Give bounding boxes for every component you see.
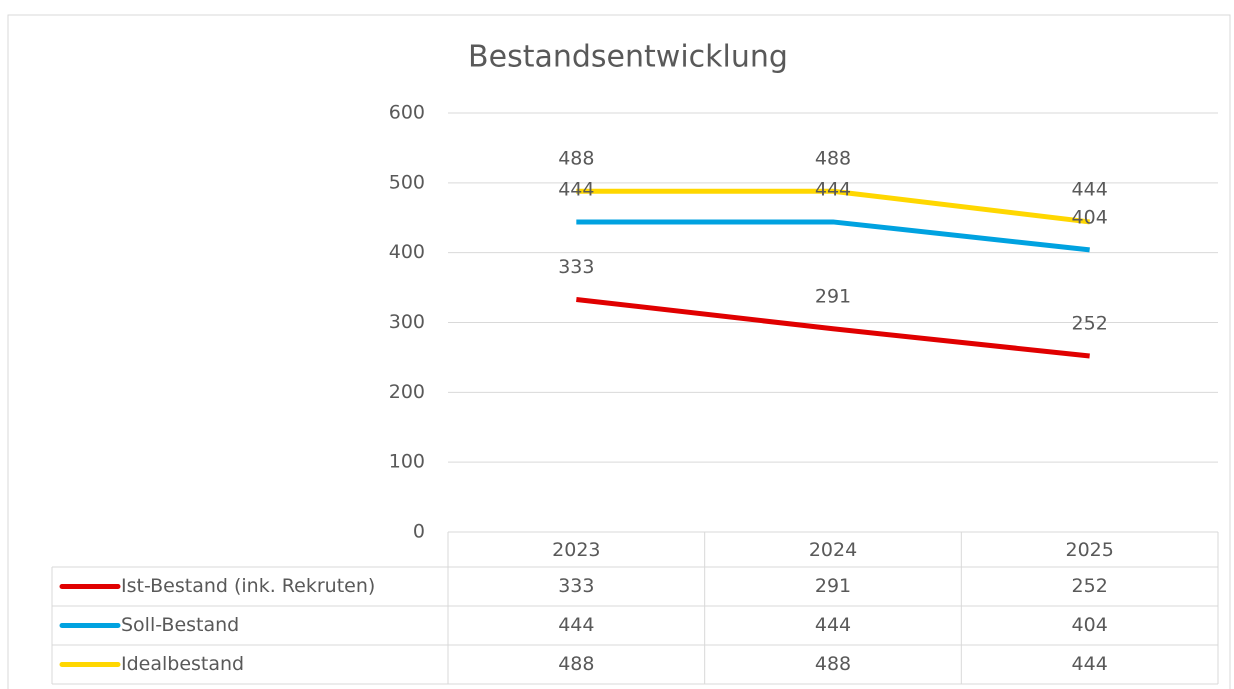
legend-label: Idealbestand [121, 653, 244, 675]
y-tick-label: 0 [413, 521, 425, 543]
x-tick-label: 2025 [1065, 539, 1113, 561]
series-line [576, 219, 1090, 253]
data-label: 291 [815, 285, 851, 307]
series-line [576, 188, 1090, 225]
y-tick-label: 300 [389, 311, 425, 333]
x-tick-label: 2023 [552, 539, 600, 561]
y-tick-label: 400 [389, 241, 425, 263]
table-cell: 488 [558, 653, 594, 675]
y-tick-label: 200 [389, 381, 425, 403]
series-line [576, 296, 1090, 359]
data-label: 333 [558, 256, 594, 278]
legend-label: Ist-Bestand (ink. Rekruten) [121, 575, 375, 597]
table-cell: 291 [815, 575, 851, 597]
chart-title: Bestandsentwicklung [468, 40, 788, 75]
chart-frame [7, 14, 1231, 689]
y-tick-label: 500 [389, 171, 425, 193]
table-cell: 404 [1072, 614, 1108, 636]
table-cell: 444 [558, 614, 594, 636]
data-label: 444 [1072, 178, 1108, 200]
data-label: 252 [1072, 313, 1108, 335]
data-label: 444 [815, 178, 851, 200]
table-cell: 252 [1072, 575, 1108, 597]
x-tick-label: 2024 [809, 539, 857, 561]
table-cell: 333 [558, 575, 594, 597]
table-cell: 444 [815, 614, 851, 636]
data-label: 488 [815, 148, 851, 170]
y-tick-label: 600 [389, 102, 425, 124]
table-cell: 488 [815, 653, 851, 675]
table-cell: 444 [1072, 653, 1108, 675]
data-label: 444 [558, 178, 594, 200]
legend-label: Soll-Bestand [121, 614, 239, 636]
data-label: 488 [558, 148, 594, 170]
y-tick-label: 100 [389, 451, 425, 473]
data-label: 404 [1072, 206, 1108, 228]
